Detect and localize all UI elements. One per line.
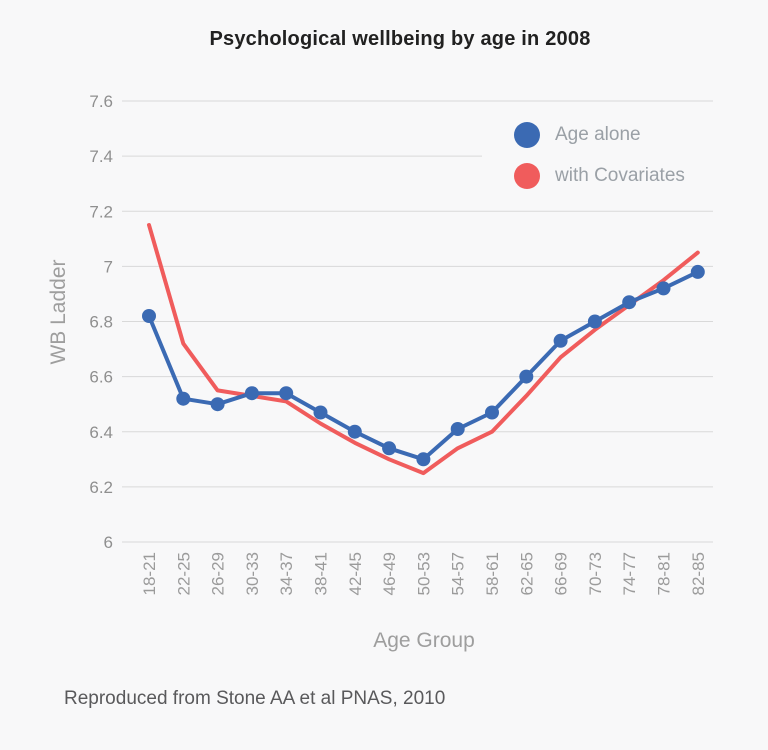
x-tick-label: 62-65 [517,552,536,595]
data-point-26-29 [210,397,225,412]
legend-marker-age-alone-icon [514,121,540,148]
series-line-with-covariates [147,223,700,476]
legend: Age alone with Covariates [514,121,685,203]
data-point-30-33 [244,386,259,401]
data-point-54-57 [450,422,465,436]
x-axis-title: Age Group [373,629,475,652]
y-tick-label: 6 [104,533,113,552]
x-tick-label: 38-41 [312,552,331,595]
y-tick-label: 6.4 [89,423,113,442]
y-tick-label: 7 [104,257,113,276]
data-point-78-81 [656,281,671,296]
data-point-58-61 [485,405,499,420]
y-tick-label: 7.4 [89,147,113,166]
data-point-62-65 [519,369,534,384]
x-tick-label: 58-61 [483,552,502,595]
data-point-18-21 [142,309,156,323]
legend-label-age-alone: Age alone [555,123,641,145]
data-point-66-69 [553,333,568,348]
data-point-22-25 [176,391,191,406]
chart-title: Psychological wellbeing by age in 2008 [209,28,591,50]
x-tick-label: 50-53 [414,552,433,595]
y-tick-label: 6.6 [89,368,113,387]
x-tick-label: 22-25 [174,552,193,595]
legend-marker-with-covariates-icon [514,162,540,189]
x-tick-label: 74-77 [620,552,639,595]
x-tick-label: 66-69 [552,552,571,595]
x-tick-label: 82-85 [689,552,708,595]
y-tick-label: 6.8 [89,313,113,332]
data-point-50-53 [416,452,431,467]
legend-label-with-covariates: with Covariates [555,164,685,186]
x-tick-label: 46-49 [380,552,399,595]
y-tick-label: 6.2 [89,478,113,497]
x-tick-label: 54-57 [449,552,468,595]
x-tick-label: 18-21 [140,552,159,595]
x-tick-label: 30-33 [243,552,262,595]
y-axis-title: WB Ladder [47,259,70,365]
legend-item-with-covariates: with Covariates [514,162,685,189]
y-tick-label: 7.2 [89,202,113,221]
x-tick-label: 34-37 [277,552,296,595]
x-tick-label: 42-45 [346,552,365,595]
x-tick-label: 26-29 [209,552,228,595]
source-caption: Reproduced from Stone AA et al PNAS, 201… [64,688,446,709]
data-point-34-37 [279,386,294,401]
legend-item-age-alone: Age alone [514,121,685,148]
data-point-42-45 [347,424,362,439]
data-point-82-85 [690,264,705,279]
data-point-70-73 [587,314,602,329]
x-tick-label: 70-73 [586,552,605,595]
y-tick-label: 7.6 [89,92,113,111]
x-tick-label: 78-81 [655,552,674,595]
series-line-age-alone [147,269,700,462]
data-point-74-77 [622,295,637,310]
data-point-38-41 [313,405,328,420]
data-point-46-49 [382,441,397,456]
plot-area: 7.6 7.4 7.2 7 6.8 6.6 6.4 6.2 6 18-21 22-25 26-29 30… [89,92,713,595]
